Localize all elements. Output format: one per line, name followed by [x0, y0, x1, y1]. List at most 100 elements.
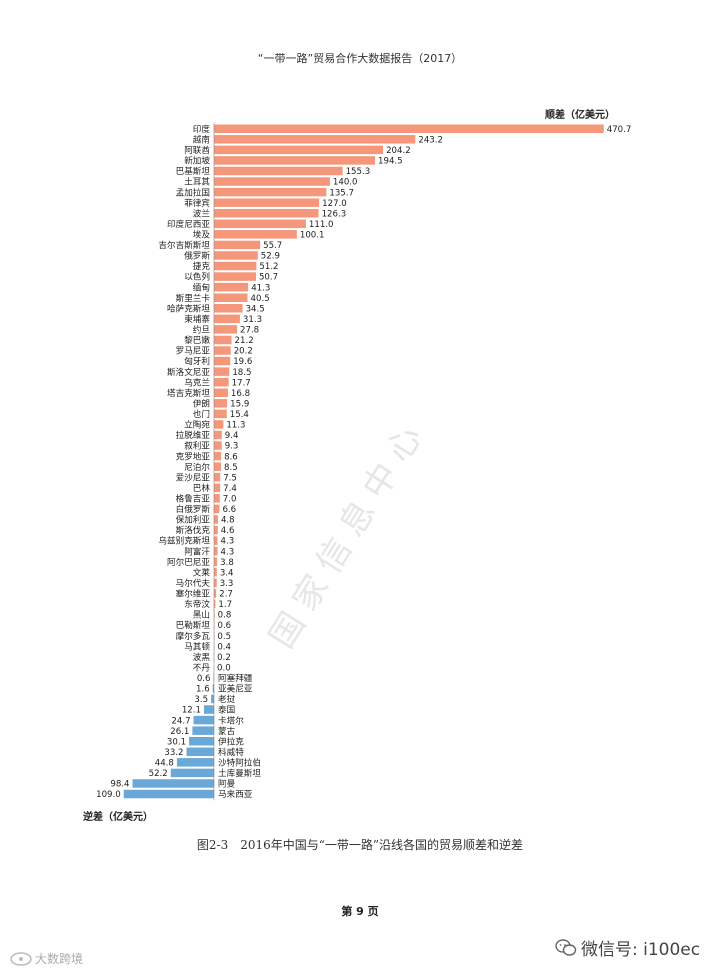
surplus-bar: [214, 177, 330, 186]
category-label: 巴勒斯坦: [176, 619, 211, 631]
deficit-bar: [186, 747, 214, 757]
category-label: 蒙古: [218, 725, 236, 737]
category-label: 保加利亚: [176, 514, 211, 526]
category-label: 俄罗斯: [184, 250, 210, 262]
category-label: 斯洛伐克: [176, 524, 211, 536]
surplus-bar: [214, 578, 217, 588]
data-label: 19.6: [233, 357, 252, 367]
data-label: 17.7: [232, 378, 251, 388]
category-label: 泰国: [218, 704, 235, 716]
data-label: 204.2: [386, 146, 411, 156]
category-label: 黑山: [193, 610, 210, 621]
data-label: 33.2: [164, 748, 183, 758]
data-label: 2.7: [219, 590, 233, 600]
data-label: 135.7: [329, 188, 354, 198]
category-label: 叙利亚: [184, 440, 210, 452]
category-label: 伊拉克: [218, 735, 244, 747]
surplus-bar: [214, 568, 217, 577]
data-label: 0.2: [217, 653, 231, 663]
data-label: 7.0: [223, 495, 237, 505]
data-label: 0.6: [197, 674, 211, 684]
surplus-bar: [214, 166, 343, 176]
data-label: 8.5: [224, 463, 238, 473]
category-label: 立陶宛: [184, 419, 210, 431]
data-label: 18.5: [232, 368, 251, 378]
category-label: 柬埔寨: [184, 313, 210, 325]
data-label: 41.3: [251, 283, 270, 293]
category-label: 斯洛文尼亚: [167, 366, 210, 378]
surplus-bar: [214, 135, 416, 144]
category-label: 克罗地亚: [176, 450, 211, 462]
category-label: 白俄罗斯: [176, 503, 211, 515]
brand-logo-icon: [10, 951, 32, 966]
category-label: 老挝: [218, 693, 236, 705]
category-label: 马来西亚: [218, 789, 253, 800]
surplus-bar: [214, 557, 218, 566]
data-label: 16.8: [231, 389, 250, 399]
data-label: 52.2: [149, 769, 168, 779]
category-label: 不丹: [193, 662, 211, 673]
category-label: 阿联酋: [184, 144, 210, 156]
data-label: 0.8: [218, 611, 232, 621]
surplus-bar: [214, 589, 217, 598]
category-label: 摩尔多瓦: [176, 630, 211, 642]
category-label: 土耳其: [184, 176, 210, 188]
deficit-bar: [212, 684, 214, 693]
category-label: 吉尔吉斯斯坦: [158, 239, 210, 251]
category-label: 塔吉克斯坦: [167, 387, 210, 399]
data-label: 6.6: [222, 505, 236, 515]
category-label: 马尔代夫: [176, 577, 211, 589]
category-label: 沙特阿拉伯: [218, 757, 261, 769]
category-label: 菲律宾: [184, 197, 210, 209]
surplus-bar: [214, 536, 218, 545]
surplus-bar: [214, 483, 221, 493]
category-label: 也门: [193, 408, 210, 420]
surplus-bar: [214, 515, 218, 524]
surplus-axis-label: 顺差（亿美元）: [545, 108, 615, 121]
data-label: 7.5: [223, 473, 237, 483]
surplus-bar: [214, 356, 231, 366]
data-label: 8.6: [224, 452, 238, 462]
category-label: 黎巴嫩: [184, 334, 210, 346]
surplus-bar: [214, 399, 228, 408]
data-label: 3.8: [220, 558, 234, 568]
surplus-bar: [214, 420, 224, 429]
surplus-bar: [214, 208, 319, 218]
data-label: 243.2: [418, 135, 443, 145]
data-label: 470.7: [607, 125, 632, 135]
category-label: 乌兹别克斯坦: [158, 535, 210, 547]
data-label: 127.0: [322, 199, 347, 209]
category-label: 埃及: [193, 229, 211, 241]
data-label: 34.5: [246, 304, 265, 314]
category-label: 格鲁吉亚: [176, 493, 211, 505]
data-label: 15.4: [230, 410, 249, 420]
trade-balance-chart: 印度 470.7 越南 243.2 阿联酋 204.2 新加坡 194.5 巴基斯坦 155.3 土…: [83, 108, 632, 823]
surplus-bar: [214, 272, 256, 281]
category-label: 爱沙尼亚: [176, 472, 211, 483]
surplus-bar: [214, 610, 215, 619]
category-label: 东帝汶: [184, 598, 210, 610]
data-label: 52.9: [261, 252, 280, 262]
category-label: 塞尔维亚: [176, 588, 211, 600]
wechat-id: 微信号: i100ec: [555, 935, 700, 960]
category-label: 亚美尼亚: [218, 683, 253, 695]
category-label: 尼泊尔: [184, 461, 210, 473]
data-label: 9.3: [225, 442, 239, 452]
data-label: 24.7: [171, 716, 190, 726]
surplus-bar: [214, 504, 220, 514]
page-number: 第 9 页: [341, 905, 379, 918]
category-label: 以色列: [184, 271, 210, 283]
category-label: 新加坡: [184, 155, 210, 167]
deficit-bar: [193, 715, 214, 725]
surplus-bar: [214, 546, 218, 556]
category-label: 哈萨克斯坦: [167, 302, 210, 314]
figure-caption: 图2-3 2016年中国与“一带一路”沿线各国的贸易顺差和逆差: [196, 838, 524, 852]
category-label: 罗马尼亚: [176, 346, 211, 357]
category-label: 波兰: [193, 207, 211, 219]
category-label: 巴林: [193, 482, 211, 494]
data-label: 7.4: [223, 484, 237, 494]
surplus-bar: [214, 409, 227, 419]
deficit-bar: [192, 726, 214, 735]
surplus-bar: [214, 261, 257, 271]
deficit-bar: [123, 789, 214, 799]
